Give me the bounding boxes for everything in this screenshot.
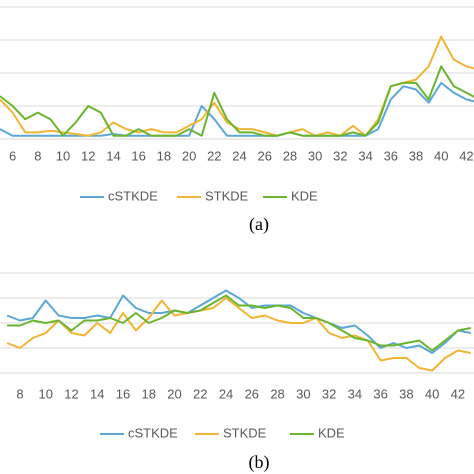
- caption: (a): [249, 214, 269, 235]
- series-line: [6, 289, 471, 354]
- x-tick-label: 10: [56, 148, 70, 163]
- x-tick-label: 12: [64, 386, 78, 401]
- x-tick-label: 20: [167, 386, 181, 401]
- x-tick-label: 22: [193, 386, 207, 401]
- x-tick-label: 36: [373, 386, 387, 401]
- x-tick-label: 24: [232, 148, 246, 163]
- legend-label: KDE: [318, 425, 345, 440]
- x-tick-label: 40: [425, 386, 439, 401]
- x-tick-label: 14: [106, 148, 120, 163]
- series-line: [6, 297, 471, 372]
- series-line: [0, 65, 474, 137]
- caption: (b): [249, 452, 270, 473]
- x-tick-label: 18: [157, 148, 171, 163]
- x-tick-label: 42: [451, 386, 465, 401]
- x-tick-label: 8: [34, 148, 41, 163]
- x-tick-label: 16: [116, 386, 130, 401]
- x-tick-label: 32: [333, 148, 347, 163]
- x-tick-label: 30: [308, 148, 322, 163]
- x-tick-label: 38: [399, 386, 413, 401]
- x-tick-label: 16: [131, 148, 145, 163]
- x-tick-label: 38: [409, 148, 423, 163]
- legend-label: STKDE: [223, 425, 267, 440]
- x-tick-label: 36: [384, 148, 398, 163]
- legend-label: cSTKDE: [128, 425, 178, 440]
- x-tick-label: 24: [219, 386, 233, 401]
- x-tick-label: 12: [81, 148, 95, 163]
- x-tick-label: 42: [459, 148, 473, 163]
- legend-label: STKDE: [205, 188, 249, 203]
- x-tick-label: 20: [182, 148, 196, 163]
- x-tick-label: 18: [142, 386, 156, 401]
- x-tick-label: 34: [348, 386, 362, 401]
- x-tick-label: 26: [245, 386, 259, 401]
- legend-label: cSTKDE: [108, 188, 158, 203]
- x-tick-label: 10: [38, 386, 52, 401]
- x-tick-label: 14: [90, 386, 104, 401]
- x-tick-label: 8: [16, 386, 23, 401]
- x-tick-label: 26: [257, 148, 271, 163]
- legend-label: KDE: [291, 188, 318, 203]
- series-line: [0, 81, 474, 137]
- x-tick-label: 30: [296, 386, 310, 401]
- x-tick-label: 28: [270, 386, 284, 401]
- x-tick-label: 32: [322, 386, 336, 401]
- x-tick-label: 28: [283, 148, 297, 163]
- x-tick-label: 22: [207, 148, 221, 163]
- x-tick-label: 6: [9, 148, 16, 163]
- x-tick-label: 40: [434, 148, 448, 163]
- series-line: [7, 294, 471, 352]
- x-tick-label: 34: [358, 148, 372, 163]
